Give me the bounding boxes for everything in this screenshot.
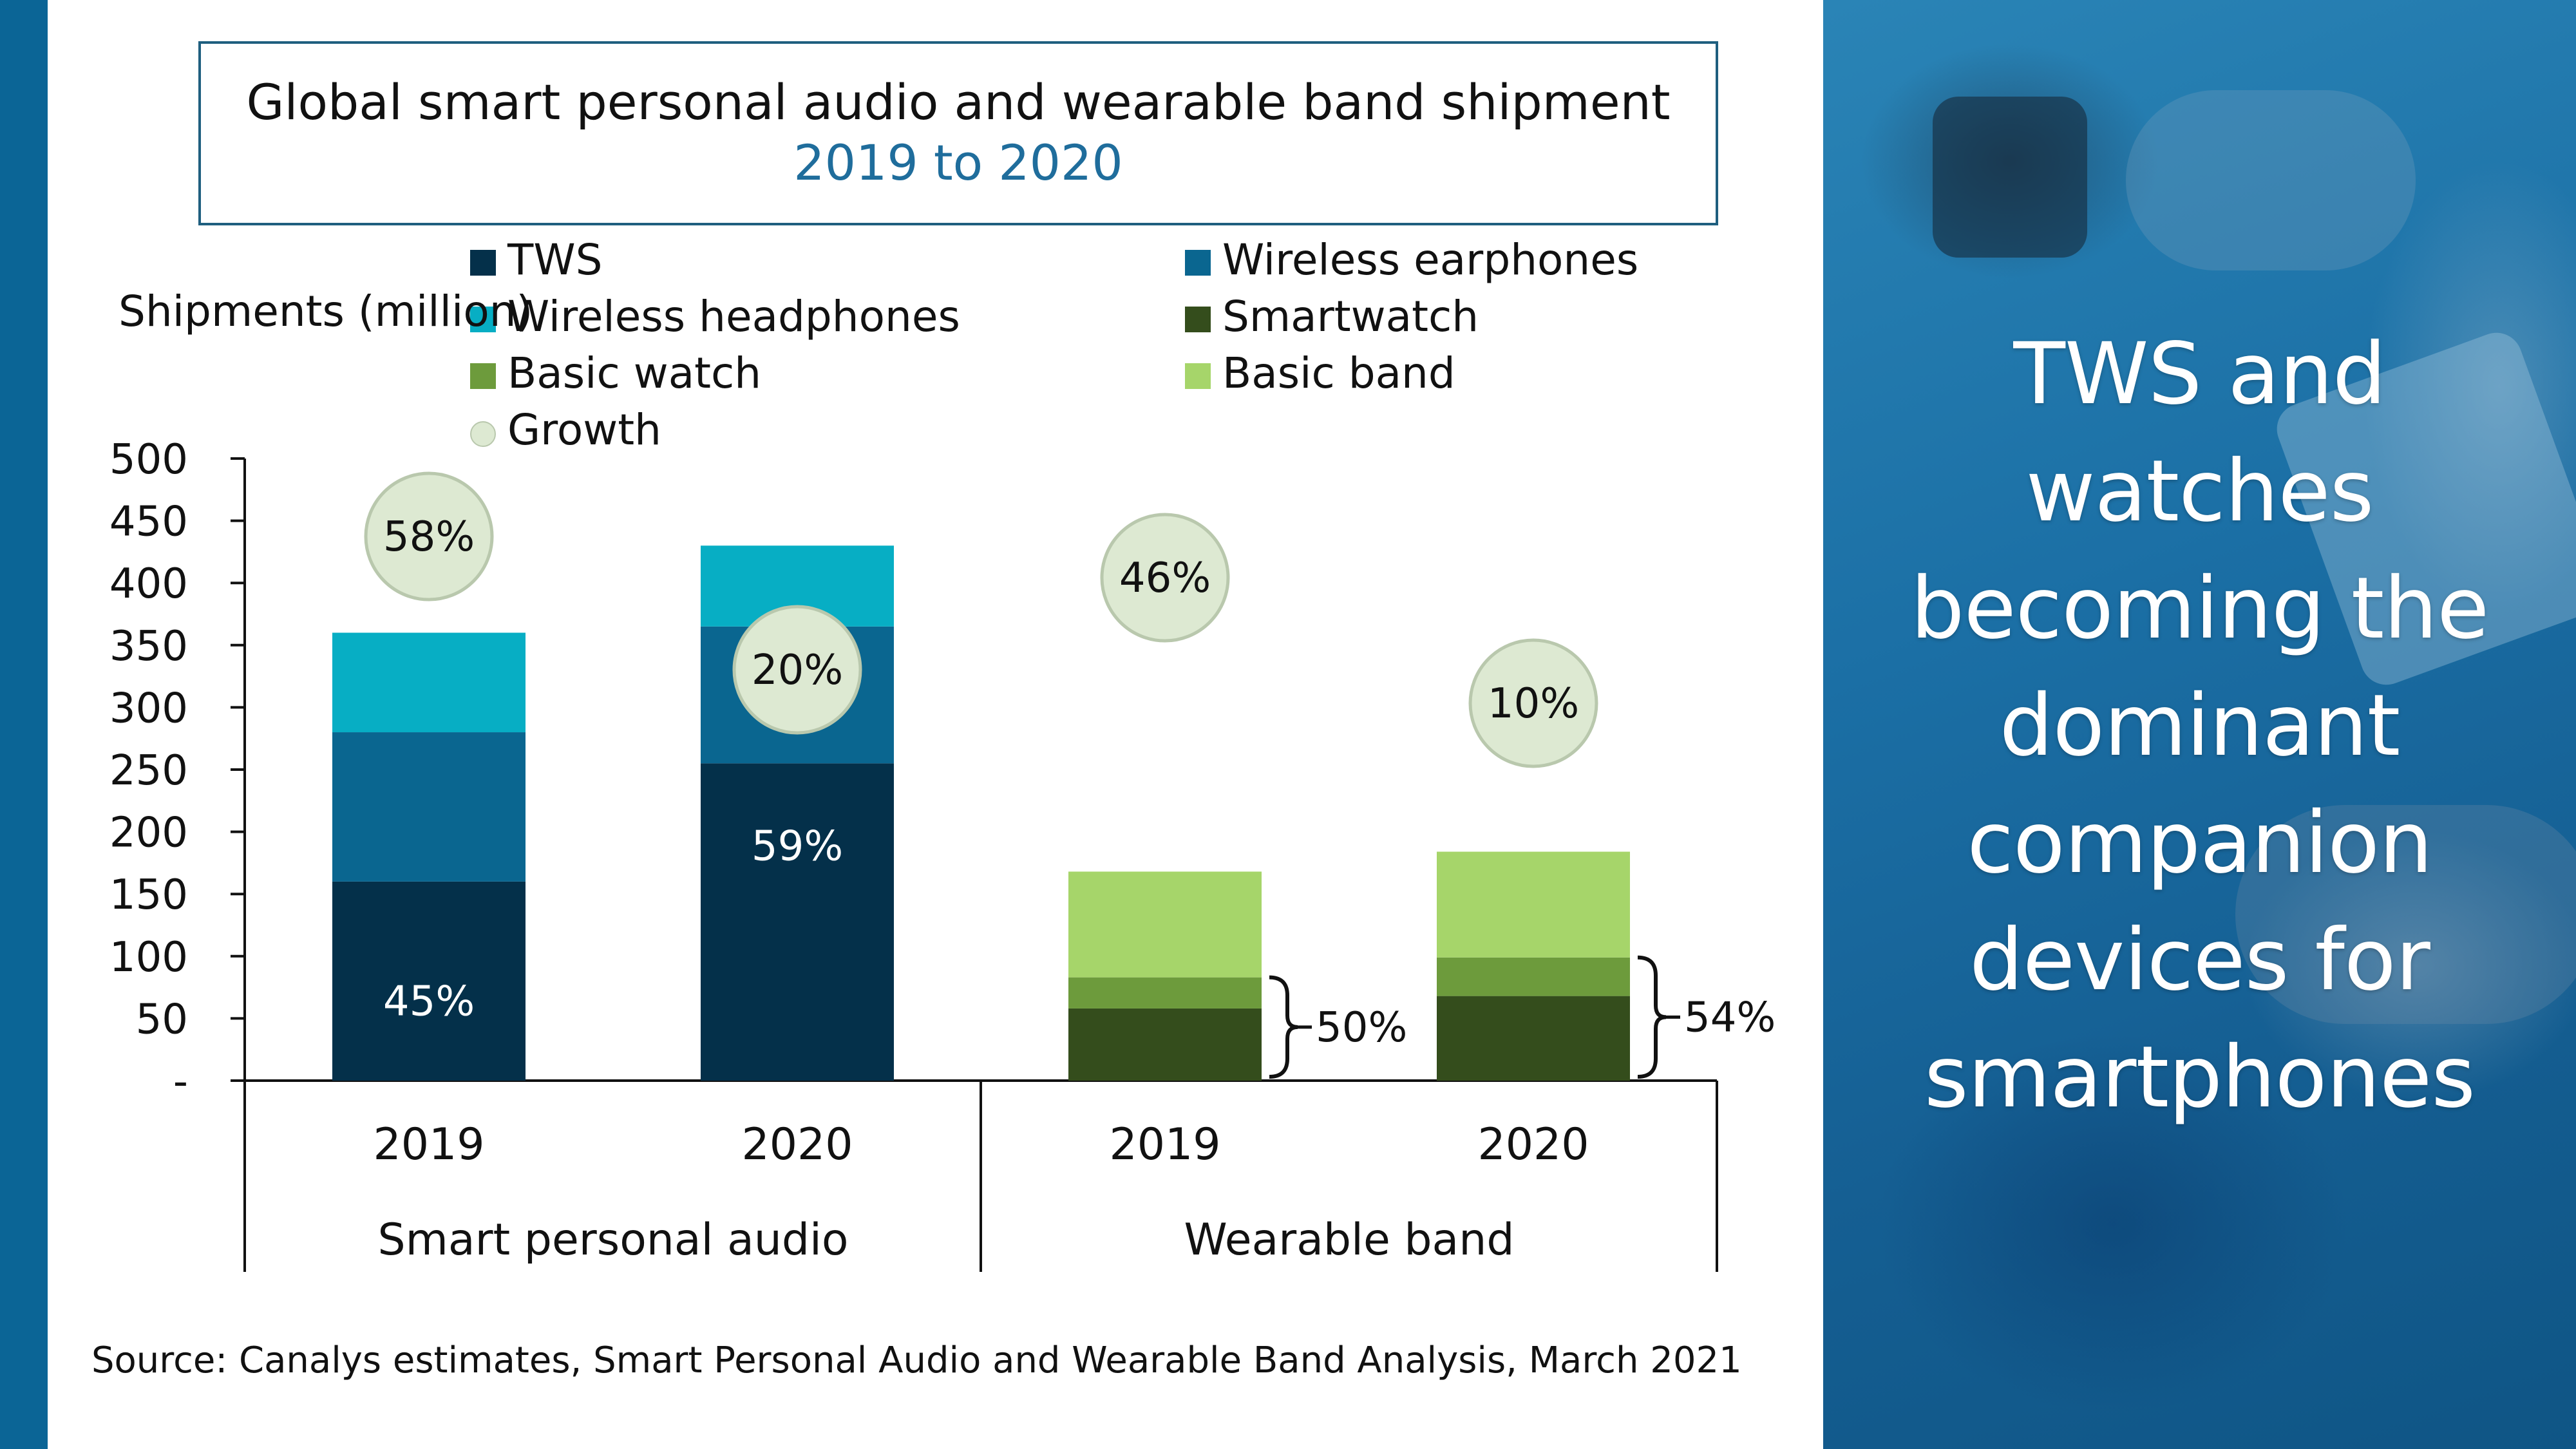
x-group-label: Wearable band [1184,1215,1515,1265]
growth-data-label: 58% [383,513,475,561]
y-tick-label: 50 [136,996,188,1043]
legend-label-wireless-earphones: Wireless earphones [1222,235,1639,285]
share-data-label: 45% [383,978,475,1025]
legend-label-growth: Growth [507,405,661,455]
bar-segment-wireless-headphones [332,632,526,733]
bar-segment-basic-band [1068,871,1262,978]
legend-swatch-growth [470,421,496,447]
growth-data-label: 46% [1119,554,1211,602]
legend-item-smartwatch: Smartwatch [1185,291,1479,343]
left-border-strip [0,0,48,1449]
bracket-mark [1637,955,1667,1079]
bracket-mark [1269,975,1298,1079]
headline-line: devices for [1969,911,2430,1010]
source-note: Source: Canalys estimates, Smart Persona… [91,1340,1742,1381]
chart-title: Global smart personal audio and wearable… [246,73,1671,131]
growth-bubble [1100,513,1230,643]
legend-swatch-wireless-headphones [470,307,496,332]
bar-segment-tws [701,763,894,1081]
chart-subtitle: 2019 to 2020 [793,134,1123,191]
legend-item-basic-watch: Basic watch [470,348,761,399]
y-tick-label: 250 [109,747,188,795]
bar-segment-basic-band [1437,851,1630,958]
hand-photo-shape [2126,90,2416,270]
legend-swatch-basic-watch [470,363,496,389]
growth-data-label: 20% [752,647,843,694]
y-tick-label: 150 [109,871,188,919]
headline-text: TWS and watches becoming the dominant co… [1823,316,2576,1136]
legend-swatch-tws [470,250,496,276]
headline-line: smartphones [1924,1028,2476,1127]
y-axis-label-text: Shipments (million) [118,287,533,336]
legend-label-smartwatch: Smartwatch [1222,292,1479,341]
stacked-bar-chart: - 50 100 150 200 250 300 350 400 450 500 Smart pers… [109,436,1776,1272]
growth-bubble [732,605,862,735]
legend-item-wireless-earphones: Wireless earphones [1185,234,1638,286]
share-data-label: 59% [752,822,843,870]
legend-label-tws: TWS [507,235,603,285]
y-tick-label: 500 [109,436,188,484]
bar-segment-wireless-earphones [332,732,526,882]
y-tick-label: 200 [109,810,188,857]
legend-swatch-basic-band [1185,363,1211,389]
bar-segment-basic-watch [1068,977,1262,1009]
legend-label-basic-watch: Basic watch [507,348,762,398]
headline-line: TWS and [2013,325,2386,424]
growth-bubble [1468,638,1598,768]
legend-swatch-smartwatch [1185,307,1211,332]
growth-data-label: 10% [1488,680,1579,728]
y-tick-label: 400 [109,560,188,608]
legend-item-growth: Growth [470,404,661,456]
y-tick-label: - [173,1058,188,1106]
x-tick-label: 2019 [373,1119,484,1170]
headline-line: dominant [1999,676,2401,775]
y-tick-label: 450 [109,498,188,546]
watch-photo-shape [1933,97,2087,258]
x-group-label: Smart personal audio [378,1215,849,1265]
legend-swatch-wireless-earphones [1185,250,1211,276]
headline-line: becoming the [1910,559,2490,658]
headline-line: companion [1967,793,2432,893]
x-tick-label: 2020 [1477,1119,1589,1170]
bar-segment-tws [332,881,526,1081]
headline-line: watches [2025,442,2374,541]
x-tick-label: 2020 [741,1119,853,1170]
y-tick-label: 300 [109,685,188,732]
x-tick-label: 2019 [1109,1119,1220,1170]
bar-segment-basic-watch [1437,957,1630,996]
legend-item-tws: TWS [470,234,602,286]
bar-segment-smartwatch [1437,996,1630,1081]
legend-item-basic-band: Basic band [1185,348,1455,399]
growth-bubble [364,471,494,601]
legend-label-wireless-headphones: Wireless headphones [507,292,960,341]
legend-label-basic-band: Basic band [1222,348,1455,398]
title-box: Global smart personal audio and wearable… [198,41,1718,225]
y-axis-label: Shipments (million) [118,282,533,341]
bracket-data-label: 50% [1316,1004,1407,1052]
arm-photo-shape [2235,805,2576,1024]
y-tick-label: 100 [109,934,188,981]
headline-panel: TWS and watches becoming the dominant co… [1823,0,2576,1449]
bar-segment-smartwatch [1068,1008,1262,1081]
y-tick-label: 350 [109,623,188,670]
bracket-data-label: 54% [1684,994,1776,1041]
legend-item-wireless-headphones: Wireless headphones [470,291,960,343]
